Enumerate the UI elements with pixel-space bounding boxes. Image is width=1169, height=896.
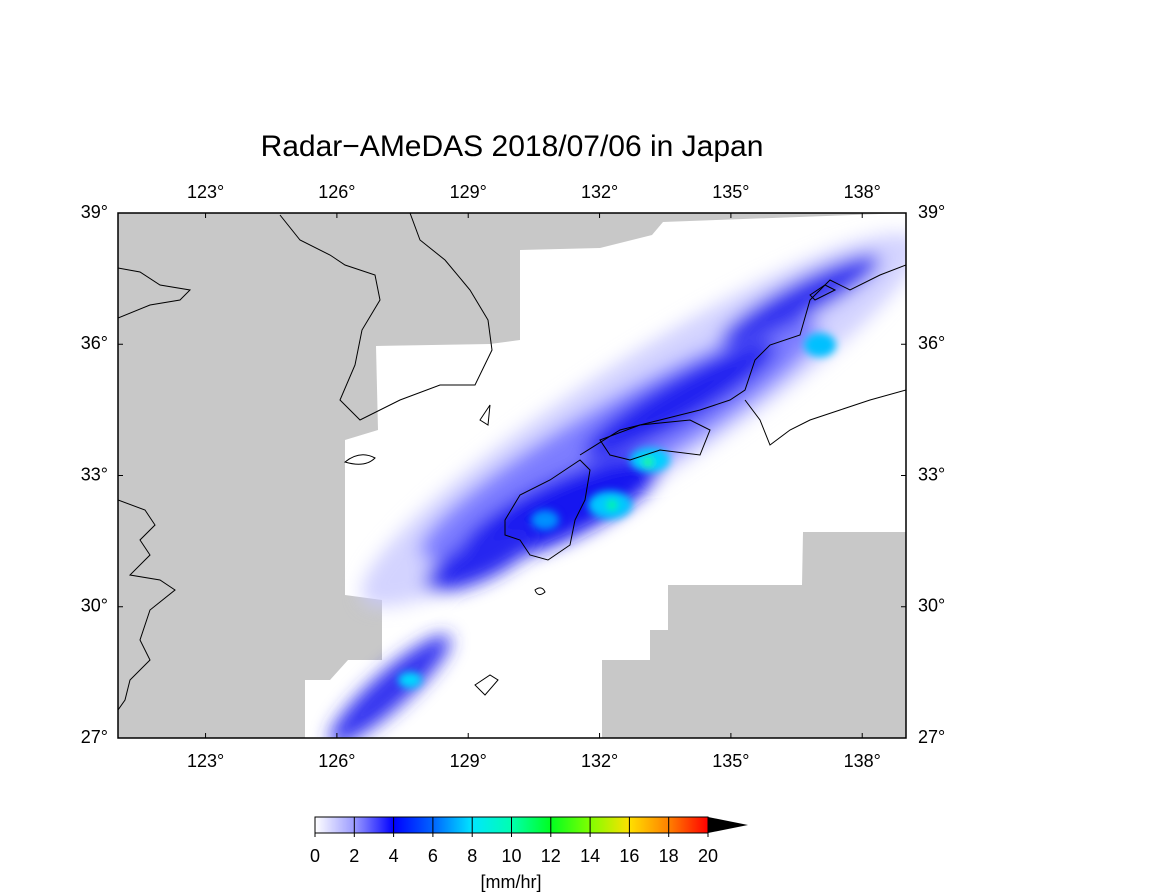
y-tick-label-left: 30°	[81, 596, 108, 616]
x-tick-label-bottom: 123°	[187, 751, 224, 771]
coastlines	[118, 213, 906, 711]
y-tick-label-right: 39°	[918, 202, 945, 222]
y-tick-label-right: 30°	[918, 596, 945, 616]
colorbar-tick-label: 12	[541, 846, 561, 866]
colorbar-tick-label: 16	[619, 846, 639, 866]
x-tick-label-top: 123°	[187, 182, 224, 202]
axes: 123° 123° 126° 126° 129° 129° 132° 132° 135° 135°…	[81, 182, 945, 866]
colorbar-label: [mm/hr]	[481, 872, 542, 892]
y-tick-label-left: 27°	[81, 727, 108, 747]
x-tick-label-bottom: 126°	[318, 751, 355, 771]
x-tick-label-bottom: 129°	[450, 751, 487, 771]
x-tick-label-top: 132°	[581, 182, 618, 202]
x-tick-label-bottom: 132°	[581, 751, 618, 771]
x-tick-label-top: 129°	[450, 182, 487, 202]
map-title: Radar−AMeDAS 2018/07/06 in Japan	[261, 130, 764, 163]
x-tick-label-bottom: 138°	[844, 751, 881, 771]
y-tick-label-right: 33°	[918, 464, 945, 484]
x-tick-label-top: 138°	[844, 182, 881, 202]
rain-field	[329, 233, 906, 738]
y-tick-label-left: 33°	[81, 464, 108, 484]
colorbar-tick-label: 18	[659, 846, 679, 866]
x-tick-label-top: 126°	[318, 182, 355, 202]
colorbar-tick-label: 20	[698, 846, 718, 866]
y-tick-label-left: 39°	[81, 202, 108, 222]
colorbar-tick-label: 6	[428, 846, 438, 866]
heavy-rain	[398, 333, 836, 688]
map-area	[118, 213, 906, 738]
y-tick-label-right: 27°	[918, 727, 945, 747]
x-tick-label-top: 135°	[712, 182, 749, 202]
colorbar-tick-label: 0	[310, 846, 320, 866]
colorbar-tick-label: 2	[349, 846, 359, 866]
x-tick-label-bottom: 135°	[712, 751, 749, 771]
y-tick-label-right: 36°	[918, 333, 945, 353]
colorbar-tick-label: 14	[580, 846, 600, 866]
colorbar-tick-label: 4	[389, 846, 399, 866]
y-tick-label-left: 36°	[81, 333, 108, 353]
colorbar-arrow	[708, 817, 748, 833]
colorbar-tick-label: 10	[501, 846, 521, 866]
colorbar-tick-label: 8	[467, 846, 477, 866]
